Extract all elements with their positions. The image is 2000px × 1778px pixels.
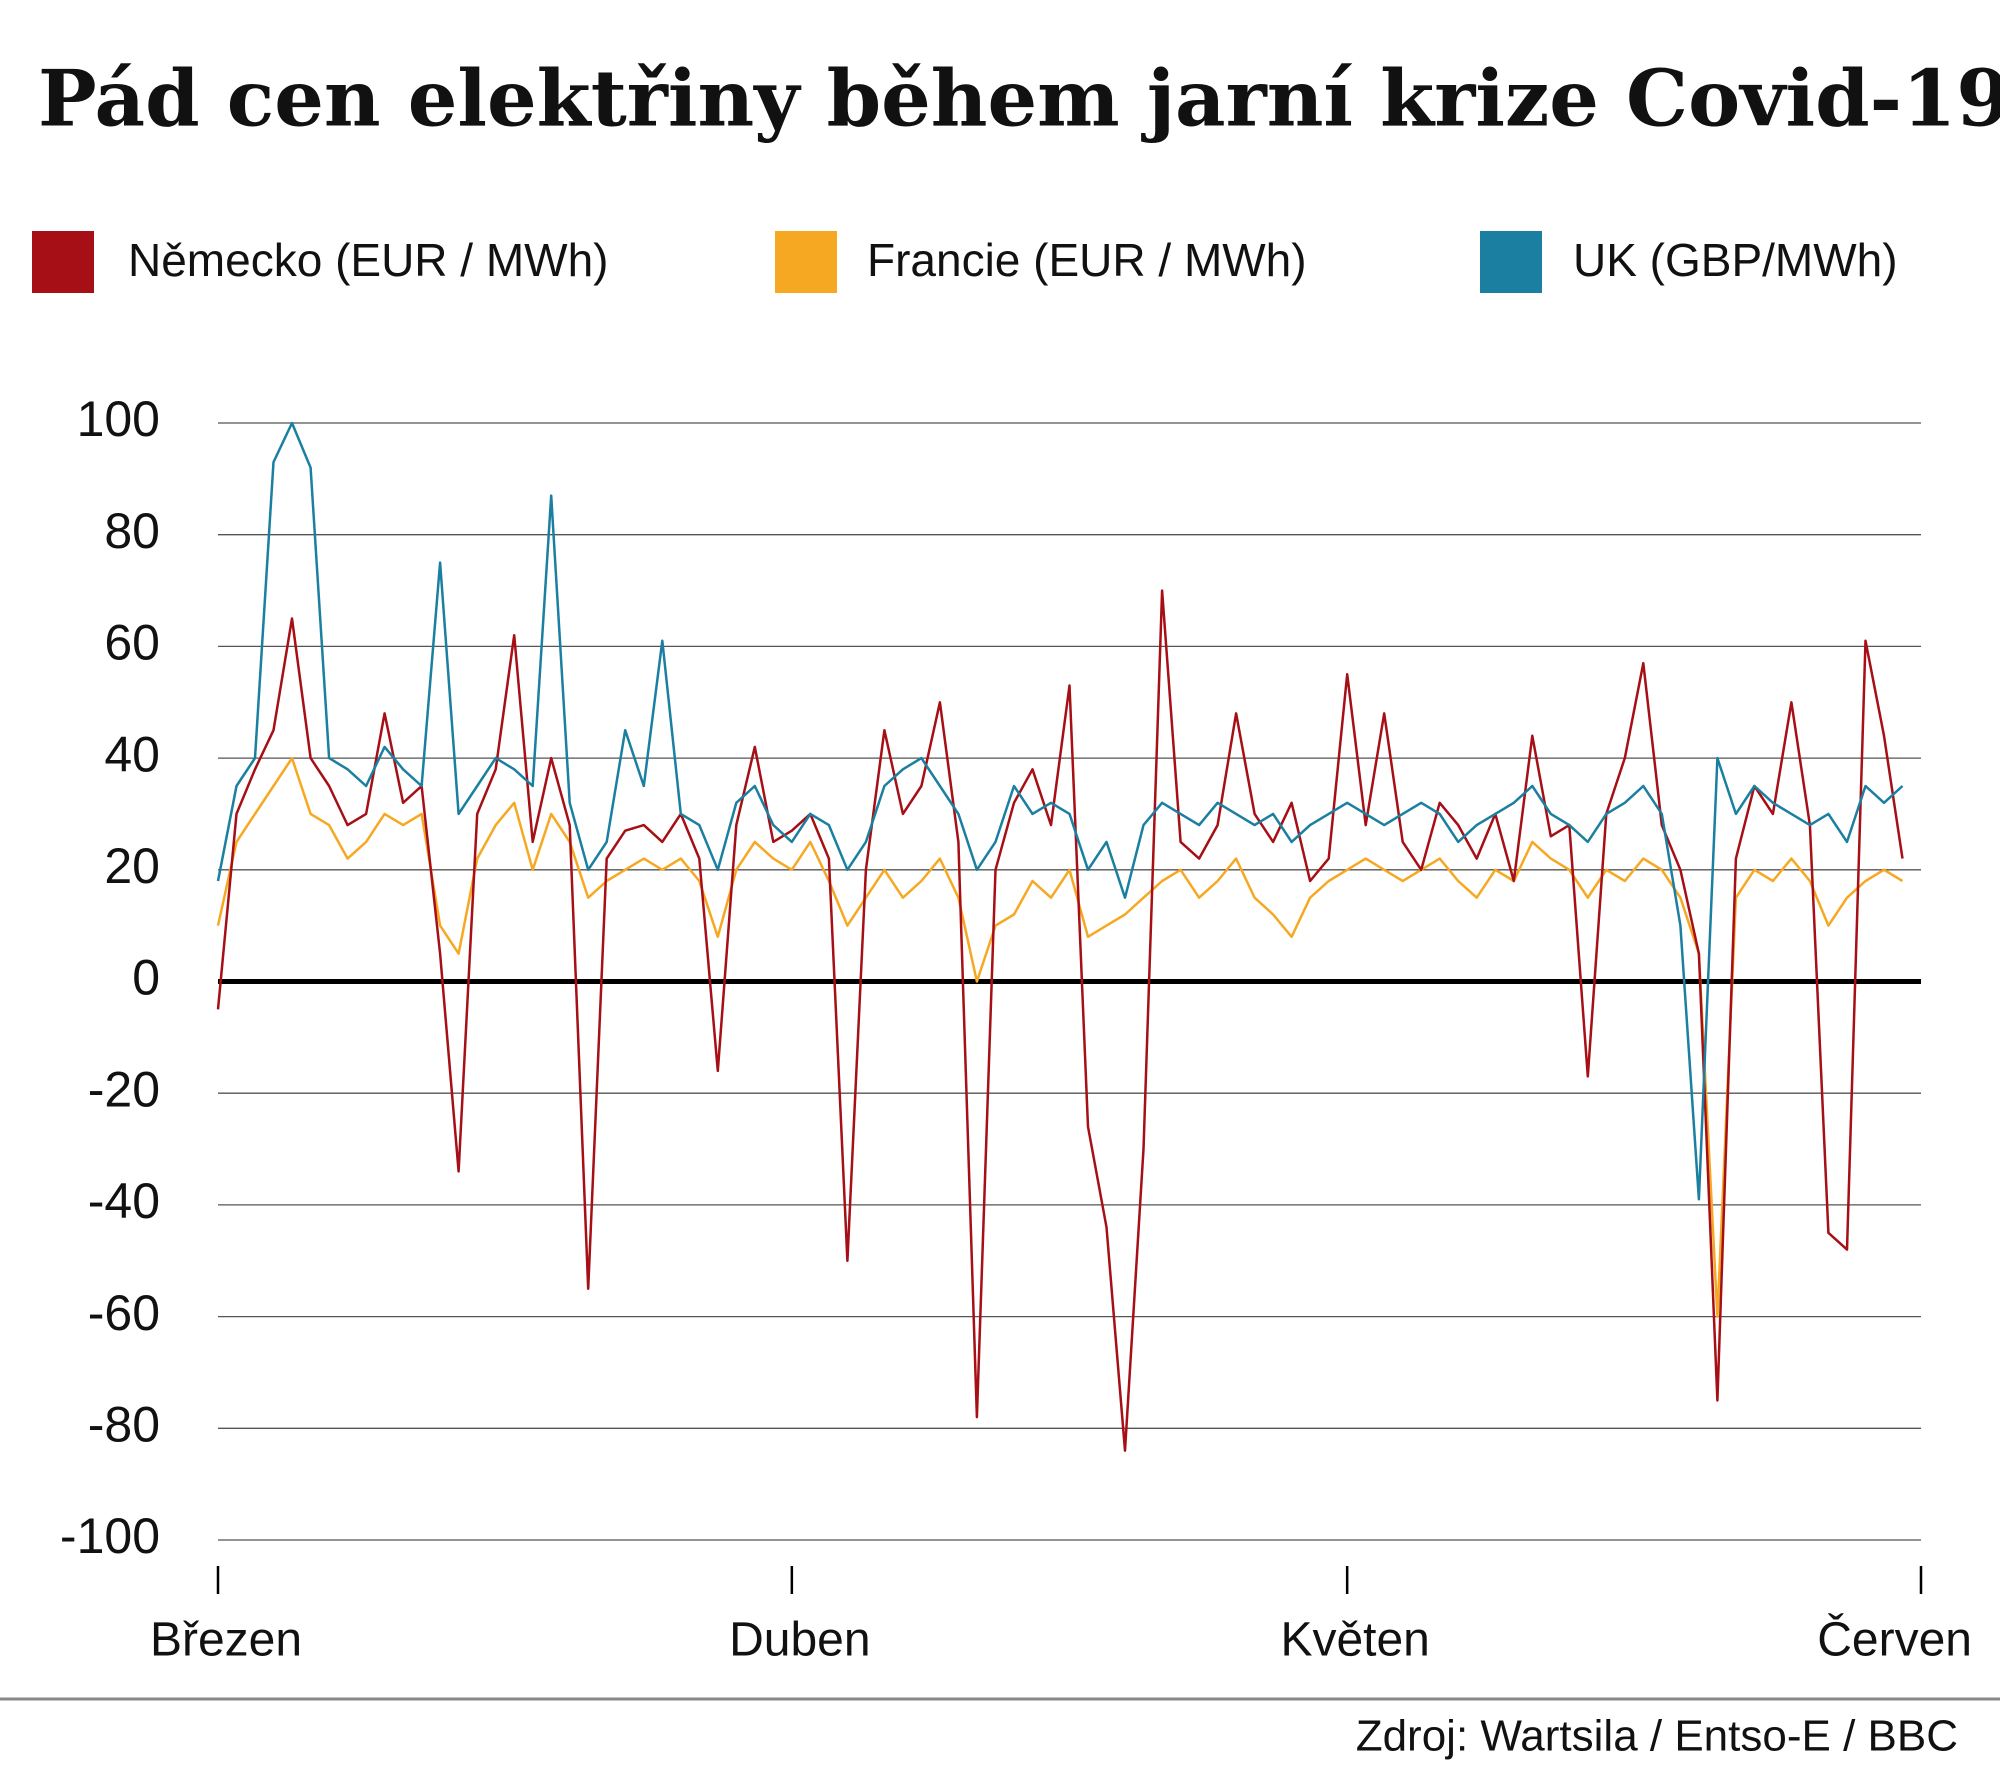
- y-tick-label: 0: [132, 950, 160, 1006]
- chart-title: Pád cen elektřiny během jarní krize Covi…: [38, 54, 2000, 145]
- y-tick-label: -40: [88, 1173, 160, 1229]
- y-tick-label: 80: [104, 503, 160, 559]
- series-line: [216, 589, 1904, 1452]
- y-tick-label: -60: [88, 1285, 160, 1341]
- x-tick-label: Červen: [1817, 1613, 1972, 1667]
- y-tick-label: -100: [60, 1508, 160, 1564]
- y-tick-label: 40: [104, 726, 160, 782]
- y-tick-label: -80: [88, 1397, 160, 1453]
- series-line: [216, 756, 1904, 1318]
- source: Zdroj: Wartsila / Entso-E / BBC: [1356, 1712, 1958, 1761]
- legend-swatch: [32, 231, 94, 293]
- y-tick-label: 60: [104, 615, 160, 671]
- legend-label: Německo (EUR / MWh): [128, 234, 608, 286]
- legend-label: UK (GBP/MWh): [1573, 234, 1898, 286]
- x-tick-label: Květen: [1280, 1614, 1429, 1667]
- x-tick-label: Duben: [729, 1614, 870, 1667]
- y-tick-label: -20: [88, 1061, 160, 1117]
- x-tick-label: Březen: [150, 1614, 302, 1667]
- legend-swatch: [775, 231, 837, 293]
- legend-swatch: [1480, 231, 1542, 293]
- series-line: [216, 421, 1904, 1201]
- y-tick-label: 100: [77, 391, 160, 447]
- legend-label: Francie (EUR / MWh): [867, 234, 1307, 286]
- y-tick-label: 20: [104, 838, 160, 894]
